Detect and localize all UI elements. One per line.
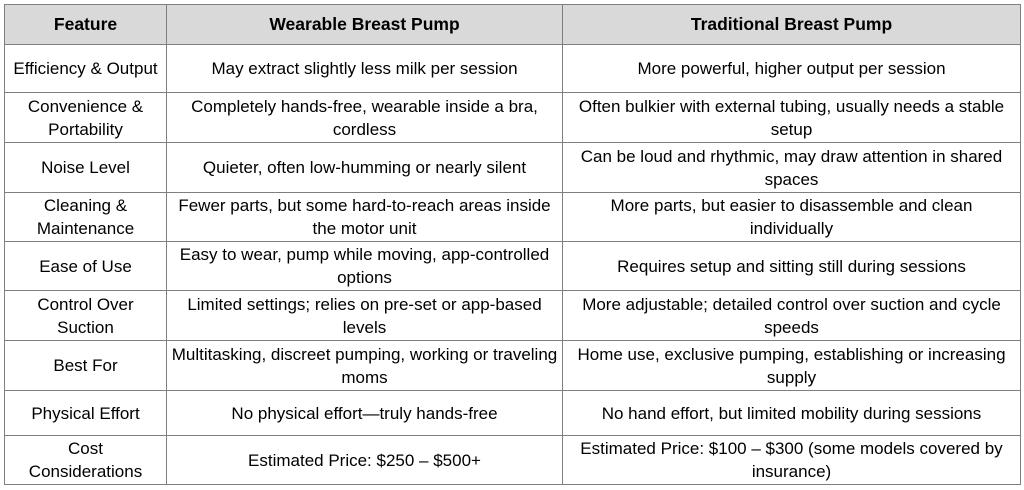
table-row: Efficiency & Output May extract slightly… xyxy=(4,44,1021,93)
traditional-cell: Requires setup and sitting still during … xyxy=(562,241,1021,291)
traditional-cell: Can be loud and rhythmic, may draw atten… xyxy=(562,142,1021,193)
feature-cell: Control Over Suction xyxy=(4,290,167,341)
traditional-cell: Home use, exclusive pumping, establishin… xyxy=(562,340,1021,391)
feature-cell: Efficiency & Output xyxy=(4,44,167,93)
traditional-cell: More parts, but easier to disassemble an… xyxy=(562,192,1021,242)
wearable-cell: Completely hands-free, wearable inside a… xyxy=(166,92,563,143)
table-header-row: Feature Wearable Breast Pump Traditional… xyxy=(4,4,1021,45)
header-feature: Feature xyxy=(4,4,167,45)
comparison-table-container: Feature Wearable Breast Pump Traditional… xyxy=(4,4,1021,485)
table-row: Noise Level Quieter, often low-humming o… xyxy=(4,142,1021,193)
header-wearable: Wearable Breast Pump xyxy=(166,4,563,45)
table-row: Convenience & Portability Completely han… xyxy=(4,92,1021,143)
table-row: Cost Considerations Estimated Price: $25… xyxy=(4,435,1021,485)
wearable-cell: Estimated Price: $250 – $500+ xyxy=(166,435,563,485)
comparison-table: Feature Wearable Breast Pump Traditional… xyxy=(4,4,1021,485)
table-row: Physical Effort No physical effort—truly… xyxy=(4,390,1021,436)
wearable-cell: Limited settings; relies on pre-set or a… xyxy=(166,290,563,341)
feature-cell: Physical Effort xyxy=(4,390,167,436)
traditional-cell: Often bulkier with external tubing, usua… xyxy=(562,92,1021,143)
feature-cell: Ease of Use xyxy=(4,241,167,291)
table-row: Cleaning & Maintenance Fewer parts, but … xyxy=(4,192,1021,242)
wearable-cell: No physical effort—truly hands-free xyxy=(166,390,563,436)
wearable-cell: May extract slightly less milk per sessi… xyxy=(166,44,563,93)
table-row: Best For Multitasking, discreet pumping,… xyxy=(4,340,1021,391)
feature-cell: Noise Level xyxy=(4,142,167,193)
wearable-cell: Fewer parts, but some hard-to-reach area… xyxy=(166,192,563,242)
traditional-cell: No hand effort, but limited mobility dur… xyxy=(562,390,1021,436)
traditional-cell: More powerful, higher output per session xyxy=(562,44,1021,93)
traditional-cell: Estimated Price: $100 – $300 (some model… xyxy=(562,435,1021,485)
wearable-cell: Easy to wear, pump while moving, app-con… xyxy=(166,241,563,291)
header-traditional: Traditional Breast Pump xyxy=(562,4,1021,45)
table-row: Control Over Suction Limited settings; r… xyxy=(4,290,1021,341)
feature-cell: Cost Considerations xyxy=(4,435,167,485)
feature-cell: Convenience & Portability xyxy=(4,92,167,143)
wearable-cell: Quieter, often low-humming or nearly sil… xyxy=(166,142,563,193)
feature-cell: Best For xyxy=(4,340,167,391)
feature-cell: Cleaning & Maintenance xyxy=(4,192,167,242)
traditional-cell: More adjustable; detailed control over s… xyxy=(562,290,1021,341)
table-row: Ease of Use Easy to wear, pump while mov… xyxy=(4,241,1021,291)
wearable-cell: Multitasking, discreet pumping, working … xyxy=(166,340,563,391)
